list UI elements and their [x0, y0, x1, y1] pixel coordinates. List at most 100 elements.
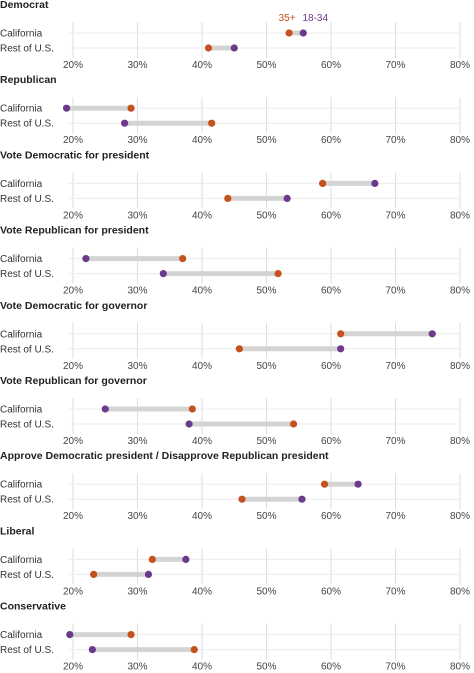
panel-4-tick-label-60: 60%	[321, 286, 341, 297]
panel-6-tick-label-40: 40%	[192, 436, 212, 447]
panel-3-tick-label-60: 60%	[321, 210, 341, 221]
panel-7-tick-label-60: 60%	[321, 511, 341, 522]
panel-6-tick-label-80: 80%	[450, 436, 470, 447]
panel-3-tick-label-30: 30%	[127, 210, 147, 221]
panel-8-tick-label-50: 50%	[256, 586, 276, 597]
panel-7-tick-label-80: 80%	[450, 511, 470, 522]
panel-1-tick-label-30: 30%	[127, 60, 147, 71]
panel-4-row-california-label: California	[0, 254, 43, 265]
panel-9-tick-label-20: 20%	[63, 662, 83, 673]
panel-5-row-rest-of-us-label: Rest of U.S.	[0, 344, 54, 355]
panel-2-tick-label-70: 70%	[385, 135, 405, 146]
panel-6-row-rest-of-us-label: Rest of U.S.	[0, 420, 54, 431]
panel-2-tick-label-30: 30%	[127, 135, 147, 146]
panel-2-title: Republican	[0, 74, 57, 86]
panel-2-tick-label-50: 50%	[256, 135, 276, 146]
panel-8-row-rest-of-us-dot-18-34	[144, 570, 153, 579]
panel-9-tick-label-30: 30%	[127, 662, 147, 673]
panel-8-tick-label-40: 40%	[192, 586, 212, 597]
panel-5-tick-label-80: 80%	[450, 361, 470, 372]
panel-1-row-california-dot-18-34	[299, 29, 307, 37]
panel-9-row-rest-of-us-dot-35-plus	[190, 646, 198, 654]
panel-5-title: Vote Democratic for governor	[0, 300, 147, 312]
panel-5-row-rest-of-us-dot-35-plus	[235, 345, 244, 353]
panel-6-tick-label-20: 20%	[63, 436, 83, 447]
panel-9-row-california-dot-35-plus	[127, 631, 135, 639]
panel-2-row-rest-of-us-dot-35-plus	[208, 119, 216, 127]
panel-6-row-california-dot-35-plus	[188, 405, 196, 413]
panel-9-tick-label-80: 80%	[450, 662, 470, 673]
panel-2-tick-label-80: 80%	[450, 135, 470, 146]
legend-18-34: 18-34	[302, 13, 328, 24]
panel-4-row-rest-of-us-label: Rest of U.S.	[0, 269, 54, 280]
panel-3-row-california-dot-18-34	[371, 179, 379, 187]
panel-2-tick-label-20: 20%	[63, 135, 83, 146]
panel-5-row-rest-of-us-dot-18-34	[337, 345, 345, 353]
panel-1-tick-label-20: 20%	[63, 60, 83, 71]
panel-3-tick-label-70: 70%	[385, 210, 405, 221]
panel-7-tick-label-30: 30%	[127, 511, 147, 522]
panel-1-row-rest-of-us-label: Rest of U.S.	[0, 44, 54, 55]
panel-5-row-california-label: California	[0, 329, 43, 340]
panel-1-tick-label-50: 50%	[256, 60, 276, 71]
panel-6-row-rest-of-us-dot-35-plus	[289, 420, 298, 428]
panel-1-title: Democrat	[0, 0, 49, 11]
panel-3-tick-label-50: 50%	[256, 210, 276, 221]
panel-7-row-rest-of-us-dot-18-34	[298, 495, 306, 503]
panel-6-row-rest-of-us-dot-18-34	[185, 420, 193, 428]
panel-6-row-california-label: California	[0, 405, 43, 416]
panel-4-tick-label-20: 20%	[63, 286, 83, 297]
panel-2-tick-label-60: 60%	[321, 135, 341, 146]
panel-9-tick-label-40: 40%	[192, 662, 212, 673]
panel-3-title: Vote Democratic for president	[0, 149, 150, 161]
legend-35-plus: 35+	[279, 13, 296, 24]
panel-8-tick-label-60: 60%	[321, 586, 341, 597]
panel-5-tick-label-40: 40%	[192, 361, 212, 372]
panel-7-tick-label-50: 50%	[256, 511, 276, 522]
panel-3-row-california-label: California	[0, 179, 43, 190]
panel-9-row-rest-of-us-dot-18-34	[88, 646, 96, 654]
panel-9-title: Conservative	[0, 601, 66, 613]
panel-9-row-california-dot-18-34	[66, 631, 74, 639]
panel-8-row-rest-of-us-dot-35-plus	[90, 570, 98, 579]
panel-4-tick-label-70: 70%	[385, 286, 405, 297]
panel-9-tick-label-60: 60%	[321, 662, 341, 673]
panel-7-row-california-dot-35-plus	[320, 480, 329, 488]
panel-2-row-rest-of-us-label: Rest of U.S.	[0, 119, 54, 130]
panel-1-row-california-dot-35-plus	[285, 29, 293, 37]
panel-3-row-rest-of-us-dot-35-plus	[224, 194, 232, 202]
panel-3-row-rest-of-us-label: Rest of U.S.	[0, 194, 54, 205]
panel-6-tick-label-60: 60%	[321, 436, 341, 447]
panel-5-tick-label-50: 50%	[256, 361, 276, 372]
panel-7-title: Approve Democratic president / Disapprov…	[0, 450, 329, 462]
panel-5-tick-label-70: 70%	[385, 361, 405, 372]
panel-8-tick-label-80: 80%	[450, 586, 470, 597]
panel-8-tick-label-30: 30%	[127, 586, 147, 597]
panel-5-tick-label-20: 20%	[63, 361, 83, 372]
panel-7-row-california-label: California	[0, 480, 43, 491]
panel-5-tick-label-60: 60%	[321, 361, 341, 372]
panel-2-tick-label-40: 40%	[192, 135, 212, 146]
panel-6-tick-label-30: 30%	[127, 436, 147, 447]
panel-5-row-california-dot-35-plus	[337, 330, 345, 338]
panel-2-row-california-label: California	[0, 104, 43, 115]
panel-7-row-california-dot-18-34	[354, 480, 362, 488]
panel-7-tick-label-70: 70%	[385, 511, 405, 522]
panel-6-tick-label-70: 70%	[385, 436, 405, 447]
panel-9-tick-label-50: 50%	[256, 662, 276, 673]
panel-1-row-rest-of-us-dot-18-34	[230, 44, 238, 52]
panel-8-row-rest-of-us-label: Rest of U.S.	[0, 570, 54, 581]
panel-4-title: Vote Republican for president	[0, 225, 149, 237]
panel-5-tick-label-30: 30%	[127, 361, 147, 372]
panel-8-tick-label-20: 20%	[63, 586, 83, 597]
panel-2-row-california-dot-35-plus	[127, 104, 135, 112]
panel-1-tick-label-70: 70%	[385, 60, 405, 71]
panel-4-tick-label-40: 40%	[192, 286, 212, 297]
panel-6-row-california-dot-18-34	[101, 405, 109, 413]
panel-4-row-california-dot-35-plus	[179, 255, 187, 263]
panel-8-row-california-label: California	[0, 555, 43, 566]
panel-3-row-rest-of-us-dot-18-34	[283, 194, 291, 202]
panel-4-row-california-dot-18-34	[82, 255, 90, 263]
panel-7-row-rest-of-us-label: Rest of U.S.	[0, 495, 54, 506]
